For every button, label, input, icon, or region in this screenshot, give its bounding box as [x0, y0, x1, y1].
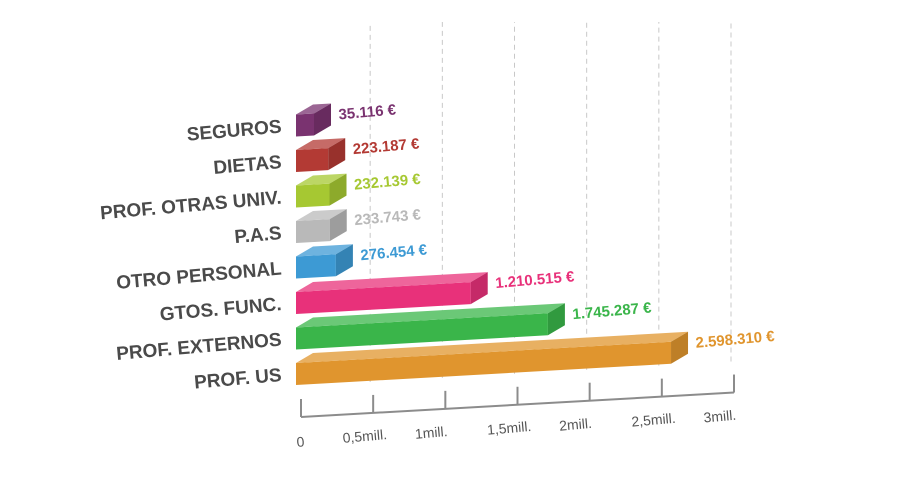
- category-label: PROF. US: [193, 365, 282, 394]
- tick-labels: 0 0,5mill. 1mill. 1,5mill. 2mill. 2,5mill. 3mi…: [296, 407, 737, 450]
- bar-end: [671, 331, 689, 364]
- value-label: 233.743 €: [354, 206, 423, 229]
- bars: [296, 103, 689, 385]
- bar-front: [296, 113, 314, 137]
- bar-top: [296, 103, 331, 115]
- bar: [296, 244, 353, 279]
- category-label: DIETAS: [213, 152, 283, 179]
- category-label: SEGUROS: [186, 117, 282, 146]
- bar-end: [328, 138, 346, 171]
- tick-label: 2mill.: [559, 415, 593, 434]
- bar-end: [314, 103, 331, 136]
- bar-top: [296, 272, 488, 292]
- bar-front: [296, 282, 471, 314]
- bar-top: [296, 138, 346, 150]
- bar-top: [296, 173, 347, 186]
- tick-label: 0,5mill.: [342, 426, 388, 446]
- bar-end: [335, 244, 353, 277]
- bar: [296, 173, 347, 208]
- value-label: 2.598.310 €: [695, 328, 776, 352]
- bar-front: [296, 313, 548, 350]
- value-labels: 35.116 € 223.187 € 232.139 € 233.743 € 276.4…: [338, 101, 776, 351]
- bar: [296, 138, 346, 172]
- bar: [296, 331, 689, 385]
- bar-top: [296, 244, 353, 257]
- bar-top: [296, 303, 565, 328]
- tick-label: 1mill.: [414, 423, 448, 442]
- category-label: P.A.S: [234, 223, 283, 248]
- tick-label: 0: [296, 433, 305, 450]
- bar-end: [329, 173, 347, 206]
- bar-end: [329, 209, 347, 242]
- x-axis: [300, 374, 735, 418]
- bar: [296, 103, 331, 137]
- category-label: OTRO PERSONAL: [116, 259, 283, 294]
- bar-top: [296, 209, 347, 221]
- tick-label: 1,5mill.: [486, 418, 532, 438]
- category-label: PROF. OTRAS UNIV.: [99, 188, 282, 225]
- value-label: 1.745.287 €: [572, 299, 653, 323]
- bar-top: [296, 331, 689, 363]
- bar-front: [296, 183, 330, 208]
- value-label: 232.139 €: [353, 171, 422, 194]
- value-label: 276.454 €: [360, 241, 429, 264]
- value-label: 223.187 €: [352, 135, 421, 158]
- bar-front: [296, 341, 672, 385]
- bar-front: [296, 254, 336, 279]
- bar: [296, 303, 565, 350]
- bar-end: [547, 303, 565, 336]
- bar: [296, 209, 347, 243]
- bar-end: [470, 272, 488, 305]
- tick-label: 2,5mill.: [631, 410, 677, 430]
- category-label: GTOS. FUNC.: [159, 294, 282, 326]
- category-label: PROF. EXTERNOS: [115, 330, 282, 365]
- tick-label: 3mill.: [703, 407, 737, 426]
- category-labels: SEGUROS DIETAS PROF. OTRAS UNIV.P.A.S OTRO …: [99, 117, 282, 394]
- value-label: 1.210.515 €: [495, 268, 576, 292]
- bar-front: [296, 219, 330, 243]
- value-label: 35.116 €: [338, 101, 397, 123]
- bar-front: [296, 148, 329, 172]
- bar: [296, 272, 488, 314]
